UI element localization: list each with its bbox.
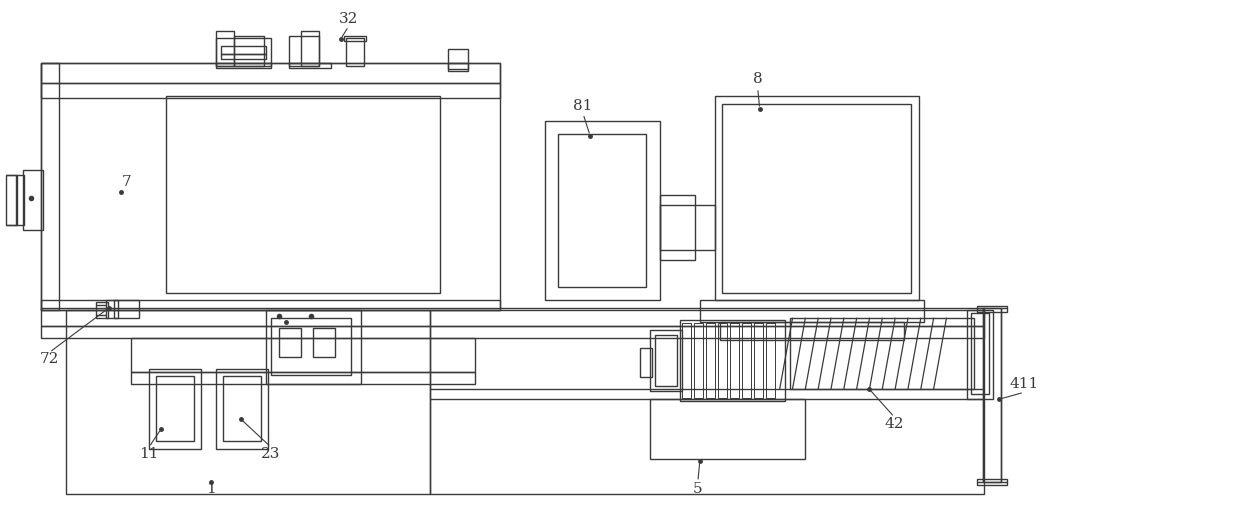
Bar	[270, 318, 351, 376]
Bar	[97, 302, 108, 318]
Bar	[41, 326, 985, 338]
Bar	[265, 310, 361, 384]
Bar	[742, 323, 750, 398]
Bar	[977, 306, 1007, 312]
Text: 72: 72	[40, 352, 60, 366]
Text: 32: 32	[339, 12, 358, 26]
Bar	[234, 36, 264, 66]
Bar	[765, 323, 775, 398]
Text: 8: 8	[753, 72, 763, 86]
Bar	[650, 399, 805, 459]
Bar	[66, 310, 430, 494]
Bar	[312, 328, 335, 358]
Bar	[301, 31, 319, 66]
Bar	[216, 369, 268, 449]
Bar	[680, 320, 785, 401]
Bar	[730, 323, 739, 398]
Bar	[41, 63, 500, 83]
Bar	[558, 134, 646, 287]
Bar	[655, 334, 677, 386]
Bar	[156, 377, 193, 441]
Bar	[149, 369, 201, 449]
Bar	[221, 54, 265, 59]
Bar	[131, 338, 475, 372]
Bar	[216, 38, 270, 66]
Bar	[430, 310, 985, 494]
Text: 81: 81	[573, 99, 593, 113]
Text: 11: 11	[139, 447, 159, 461]
Bar	[660, 195, 694, 260]
Bar	[977, 479, 1007, 485]
Bar	[221, 46, 265, 54]
Bar	[640, 347, 652, 378]
Bar	[983, 308, 1001, 482]
Text: 42: 42	[884, 417, 904, 431]
Bar	[346, 38, 363, 66]
Bar	[449, 63, 469, 71]
Text: 1: 1	[206, 482, 216, 496]
Bar	[223, 377, 260, 441]
Bar	[216, 31, 234, 66]
Text: 5: 5	[693, 482, 703, 496]
Bar	[279, 328, 301, 358]
Bar	[967, 310, 993, 399]
Bar	[41, 308, 985, 326]
Bar	[41, 63, 500, 310]
Bar	[706, 323, 714, 398]
Bar	[41, 300, 500, 310]
Text: 23: 23	[262, 447, 280, 461]
Bar	[166, 96, 440, 293]
Bar	[660, 205, 714, 250]
Bar	[41, 63, 60, 310]
Bar	[6, 175, 17, 225]
Bar	[449, 49, 469, 69]
Bar	[650, 329, 682, 391]
Bar	[682, 323, 691, 398]
Bar	[971, 313, 990, 394]
Bar	[289, 63, 331, 68]
Bar	[694, 323, 703, 398]
Bar	[131, 372, 475, 384]
Bar	[289, 36, 319, 66]
Bar	[790, 318, 975, 389]
Bar	[754, 323, 763, 398]
Bar	[718, 323, 727, 398]
Bar	[719, 322, 904, 340]
Bar	[343, 36, 366, 41]
Bar	[699, 300, 924, 322]
Text: 411: 411	[1009, 377, 1039, 391]
Bar	[107, 300, 118, 318]
Bar	[41, 83, 500, 98]
Bar	[216, 63, 270, 68]
Text: 7: 7	[122, 175, 131, 189]
Bar	[546, 121, 660, 300]
Bar	[16, 175, 25, 225]
Bar	[114, 300, 139, 318]
Bar	[24, 170, 43, 230]
Bar	[714, 96, 919, 300]
Bar	[722, 104, 911, 293]
